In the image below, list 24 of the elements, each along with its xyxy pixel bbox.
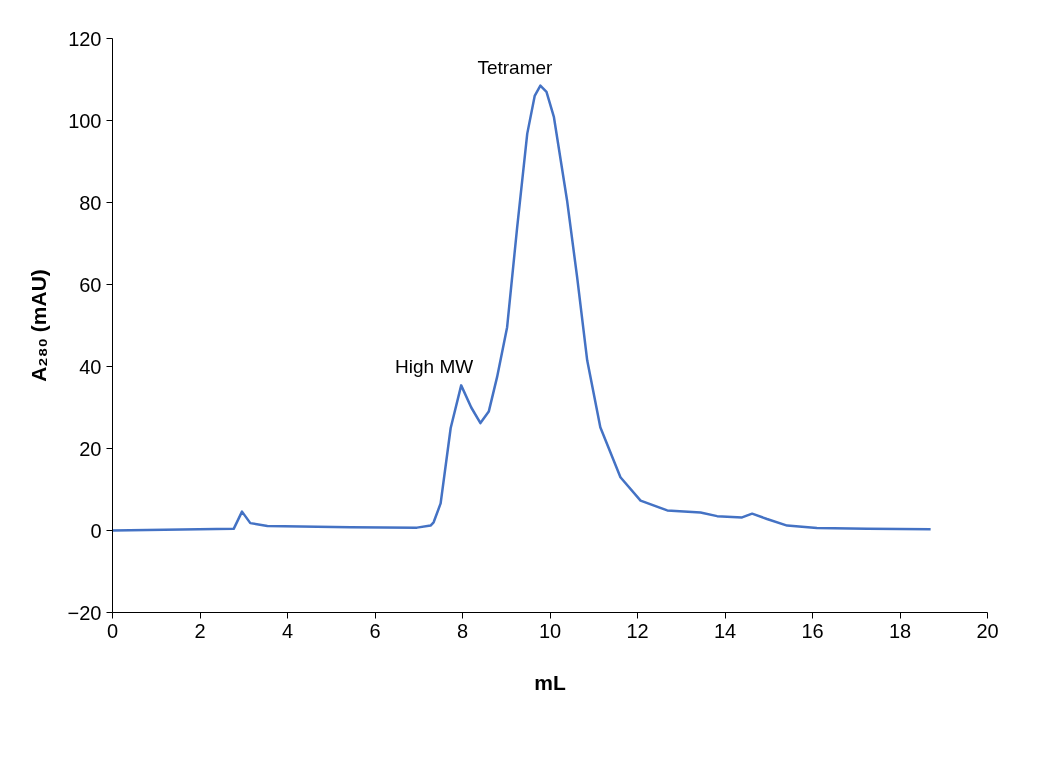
x-tick-label: 18 bbox=[888, 619, 912, 642]
x-tick-label: 6 bbox=[369, 619, 381, 642]
annotation: Tetramer bbox=[477, 56, 554, 78]
x-tick-label: 12 bbox=[626, 619, 649, 642]
x-tick-label: 0 bbox=[106, 619, 119, 642]
x-tick-label: 20 bbox=[976, 619, 999, 642]
x-tick-label: 4 bbox=[281, 619, 294, 642]
annotation: High MW bbox=[395, 356, 474, 378]
x-tick-label: 14 bbox=[713, 619, 737, 642]
y-tick-label: 40 bbox=[79, 355, 102, 378]
y-tick-label: 120 bbox=[68, 27, 102, 50]
x-tick-label: 16 bbox=[801, 619, 824, 642]
line-series bbox=[112, 84, 932, 532]
x-tick-label: 8 bbox=[456, 619, 469, 642]
y-tick-label: 100 bbox=[68, 109, 102, 132]
y-axis-title: A₂₈₀ (mAU) bbox=[26, 269, 50, 382]
y-tick-label: 20 bbox=[79, 437, 102, 460]
x-axis-title: mL bbox=[534, 670, 566, 694]
y-tick-label: −20 bbox=[67, 601, 102, 624]
y-tick-label: 0 bbox=[90, 519, 102, 542]
x-tick-label: 2 bbox=[194, 619, 206, 642]
y-tick-label: 60 bbox=[79, 273, 102, 296]
x-tick-label: 10 bbox=[538, 619, 562, 642]
y-tick-label: 80 bbox=[79, 191, 102, 214]
